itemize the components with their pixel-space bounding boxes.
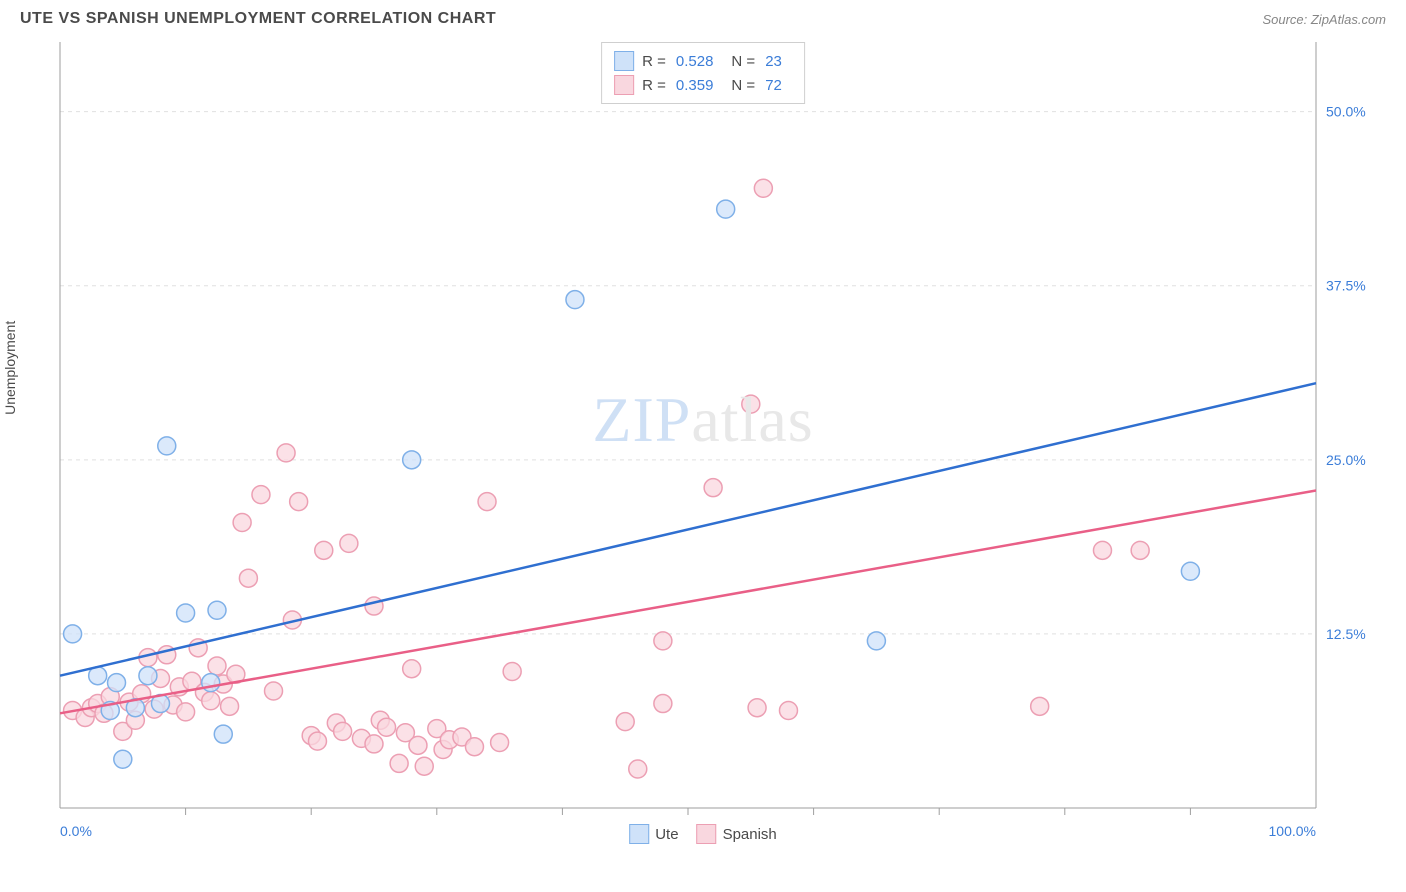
data-point: [1031, 697, 1049, 715]
data-point: [654, 632, 672, 650]
data-point: [867, 632, 885, 650]
x-tick-label: 0.0%: [60, 823, 92, 839]
data-point: [378, 718, 396, 736]
data-point: [415, 757, 433, 775]
stat-label: R =: [642, 53, 666, 70]
scatter-chart: 12.5% 25.0% 37.5% 50.0% 0.0% 100.0%: [20, 34, 1386, 874]
legend-swatch: [697, 824, 717, 844]
data-point: [177, 703, 195, 721]
data-point: [654, 695, 672, 713]
legend-swatch: [629, 824, 649, 844]
x-tick-label: 100.0%: [1269, 823, 1316, 839]
data-point: [214, 725, 232, 743]
correlation-legend: R = 0.528 N = 23 R = 0.359 N = 72: [601, 42, 805, 104]
stat-label: R =: [642, 77, 666, 94]
legend-label: Spanish: [723, 826, 777, 843]
data-point: [503, 663, 521, 681]
data-point: [64, 625, 82, 643]
data-point: [208, 601, 226, 619]
data-point: [233, 513, 251, 531]
data-point: [290, 493, 308, 511]
data-point: [403, 660, 421, 678]
stat-value: 0.528: [676, 53, 714, 70]
data-point: [717, 200, 735, 218]
data-point: [1093, 541, 1111, 559]
data-point: [114, 750, 132, 768]
stat-label: N =: [731, 77, 755, 94]
stat-value: 72: [765, 77, 782, 94]
data-point: [478, 493, 496, 511]
legend-swatch: [614, 75, 634, 95]
data-point: [315, 541, 333, 559]
data-point: [566, 291, 584, 309]
source-label: Source: ZipAtlas.com: [1262, 12, 1386, 27]
data-point: [365, 735, 383, 753]
data-point: [779, 702, 797, 720]
legend-swatch: [614, 51, 634, 71]
chart-title: UTE VS SPANISH UNEMPLOYMENT CORRELATION …: [20, 10, 496, 28]
legend-item: Ute: [629, 824, 678, 844]
data-point: [202, 674, 220, 692]
data-point: [221, 697, 239, 715]
data-point: [403, 451, 421, 469]
data-point: [465, 738, 483, 756]
data-point: [390, 754, 408, 772]
data-point: [202, 692, 220, 710]
data-point: [491, 734, 509, 752]
data-point: [365, 597, 383, 615]
y-axis-label: Unemployment: [2, 321, 18, 415]
stat-value: 0.359: [676, 77, 714, 94]
data-point: [340, 534, 358, 552]
data-point: [1181, 562, 1199, 580]
stat-value: 23: [765, 53, 782, 70]
data-point: [277, 444, 295, 462]
data-point: [308, 732, 326, 750]
stat-label: N =: [731, 53, 755, 70]
legend-label: Ute: [655, 826, 678, 843]
y-tick-label: 37.5%: [1326, 278, 1366, 294]
series-legend: Ute Spanish: [629, 824, 777, 844]
chart-container: Unemployment 12.5%25.0%37.5%50.0%0.0%100…: [20, 34, 1386, 874]
data-point: [754, 179, 772, 197]
data-point: [1131, 541, 1149, 559]
y-tick-label: 12.5%: [1326, 626, 1366, 642]
data-point: [177, 604, 195, 622]
legend-row: R = 0.359 N = 72: [614, 73, 792, 97]
legend-item: Spanish: [697, 824, 777, 844]
data-point: [742, 395, 760, 413]
y-tick-label: 25.0%: [1326, 452, 1366, 468]
data-point: [265, 682, 283, 700]
y-tick-label: 50.0%: [1326, 104, 1366, 120]
data-point: [239, 569, 257, 587]
data-point: [704, 479, 722, 497]
data-point: [252, 486, 270, 504]
data-point: [208, 657, 226, 675]
data-point: [748, 699, 766, 717]
data-point: [616, 713, 634, 731]
legend-row: R = 0.528 N = 23: [614, 49, 792, 73]
data-point: [409, 736, 427, 754]
data-point: [629, 760, 647, 778]
data-point: [139, 667, 157, 685]
data-point: [158, 437, 176, 455]
data-point: [108, 674, 126, 692]
data-point: [334, 722, 352, 740]
